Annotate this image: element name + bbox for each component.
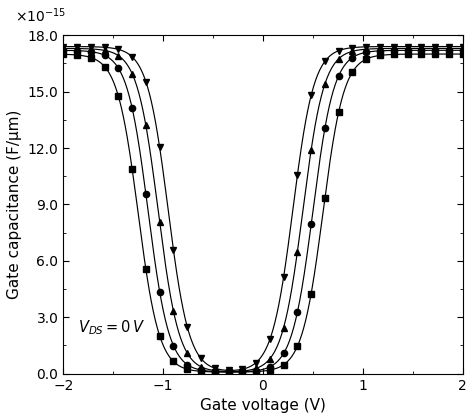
X-axis label: Gate voltage (V): Gate voltage (V) xyxy=(200,398,326,413)
Y-axis label: Gate capacitance (F/μm): Gate capacitance (F/μm) xyxy=(7,110,22,299)
Text: $\times10^{-15}$: $\times10^{-15}$ xyxy=(15,6,66,25)
Text: $V_\mathregular{DS}=0\,\mathregular{V}$: $V_\mathregular{DS}=0\,\mathregular{V}$ xyxy=(78,318,146,337)
